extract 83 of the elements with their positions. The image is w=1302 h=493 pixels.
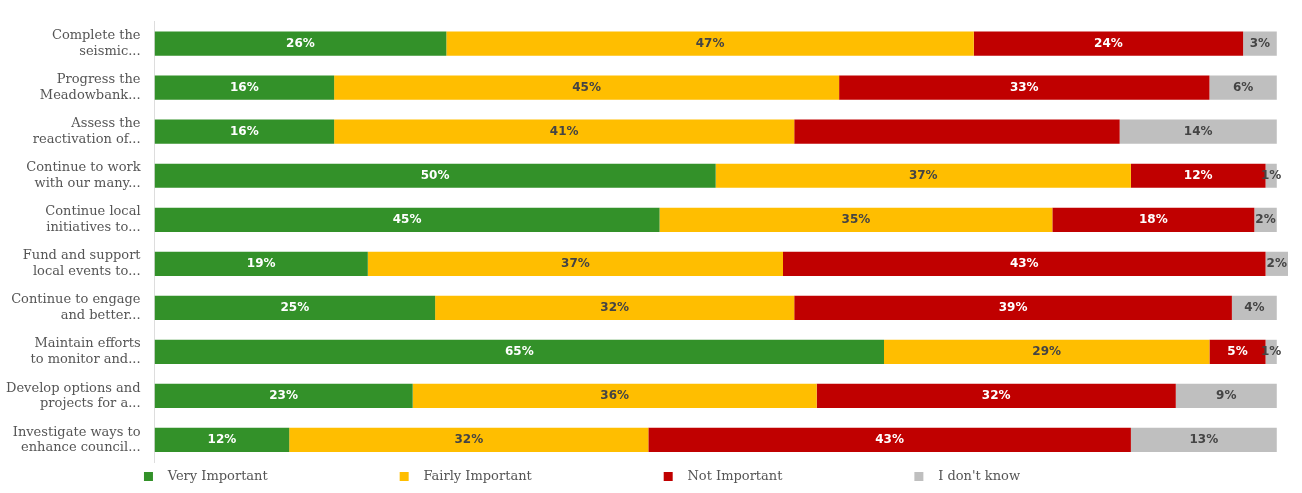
data-label: 41% [549, 123, 579, 138]
data-label: 37% [908, 167, 938, 182]
data-label: 26% [286, 35, 315, 50]
data-label: 2% [1255, 211, 1276, 226]
bar [154, 119, 335, 144]
bar [154, 339, 885, 365]
bar [1175, 383, 1277, 409]
data-label: 19% [246, 255, 276, 270]
legend-label: Fairly Important [415, 467, 656, 483]
data-label: 50% [420, 167, 450, 182]
data-label: 32% [981, 388, 1011, 403]
bar [659, 207, 1053, 232]
bar [648, 427, 1131, 453]
bar [435, 295, 795, 320]
data-label: 36% [600, 388, 630, 403]
data-label: 23% [269, 388, 298, 403]
data-label: 24% [1094, 35, 1123, 50]
y-tick-label: Assess the reactivation of... [32, 115, 141, 146]
legend-label: I don't know [929, 467, 1145, 483]
bar [154, 75, 335, 100]
bar [154, 251, 368, 276]
data-label: 45% [572, 79, 601, 94]
data-label: 29% [1032, 344, 1062, 359]
y-tick-label: Investigate ways to enhance council... [12, 423, 141, 455]
data-label: 14% [1183, 123, 1213, 138]
data-label: 37% [561, 255, 590, 270]
bar [884, 339, 1210, 365]
bar [1052, 207, 1255, 232]
y-tick-label: Fund and support local events to... [22, 247, 142, 278]
data-label: 65% [504, 344, 534, 359]
data-label: 5% [1227, 344, 1248, 359]
data-label: 32% [600, 299, 630, 314]
data-label: 16% [229, 79, 259, 94]
data-label: 43% [1009, 255, 1039, 270]
bar [154, 207, 660, 232]
legend-label: Not Important [679, 467, 907, 483]
bar [154, 295, 436, 320]
bar [794, 295, 1232, 320]
bar [154, 31, 447, 56]
bar [334, 119, 795, 144]
bar [154, 383, 413, 409]
data-label: 47% [695, 35, 725, 50]
data-label: 16% [229, 123, 259, 138]
data-label: 32% [454, 432, 484, 447]
data-label: 45% [392, 211, 422, 226]
y-tick-label: Continue to engage and better... [11, 291, 141, 323]
data-label: 3% [1249, 35, 1271, 50]
data-label: 25% [280, 299, 310, 314]
bar [289, 427, 649, 453]
bar [973, 31, 1244, 56]
data-label: 18% [1138, 211, 1168, 226]
data-label: 9% [1216, 388, 1237, 403]
bar [839, 75, 1210, 100]
y-tick-label: Develop options and projects for a... [5, 379, 141, 411]
bar [412, 383, 817, 409]
bar [1209, 75, 1277, 100]
bar [367, 251, 784, 276]
bar [794, 119, 1120, 144]
y-tick-label: Progress the Meadowbank... [39, 71, 141, 102]
legend-label: Very Important [159, 467, 392, 483]
data-label: 4% [1244, 299, 1265, 314]
data-label: 13% [1189, 432, 1219, 447]
data-label: 43% [875, 432, 904, 447]
bar [154, 163, 716, 188]
bar [816, 383, 1176, 409]
bar [1119, 119, 1277, 144]
bar [334, 75, 840, 100]
data-label: 12% [207, 432, 237, 447]
y-tick-label: Continue to work with our many... [26, 159, 141, 190]
y-tick-label: Complete the seismic... [51, 27, 141, 58]
data-label: 2% [1266, 255, 1287, 270]
data-label: 35% [841, 211, 871, 226]
bar [446, 31, 974, 56]
data-label: 6% [1232, 79, 1254, 94]
bar [783, 251, 1266, 276]
y-tick-label: Maintain efforts to monitor and... [30, 335, 141, 367]
bar [1130, 427, 1277, 453]
y-tick-label: Continue local initiatives to... [45, 203, 141, 234]
bar [715, 163, 1131, 188]
data-label: 12% [1183, 167, 1213, 182]
bar [154, 427, 290, 453]
data-label: 33% [1009, 79, 1039, 94]
data-label: 39% [998, 299, 1028, 314]
